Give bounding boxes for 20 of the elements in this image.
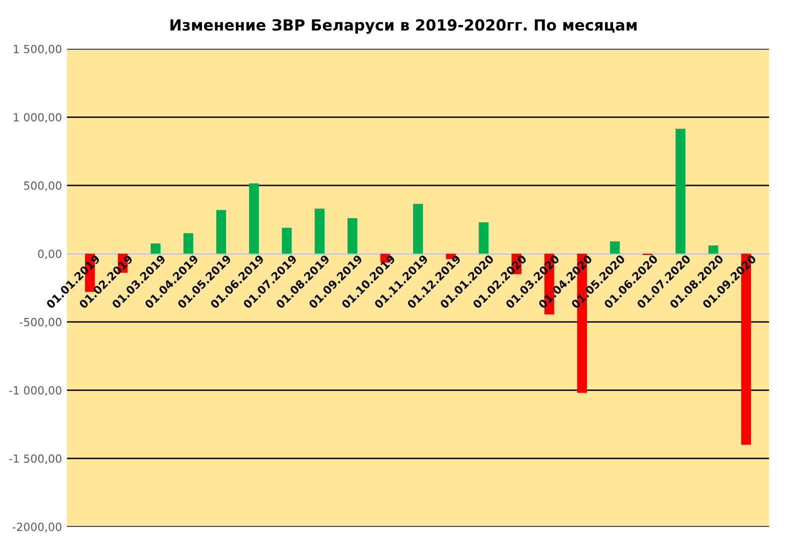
bar xyxy=(282,228,292,254)
bar xyxy=(150,243,160,254)
bar xyxy=(676,128,686,254)
bar xyxy=(183,233,194,254)
y-tick-label: -1 500,00 xyxy=(9,454,62,464)
bar xyxy=(314,208,325,254)
bar xyxy=(347,218,358,254)
y-tick-label: -1 000,00 xyxy=(9,386,62,396)
bar xyxy=(413,204,423,254)
bar xyxy=(610,241,620,254)
bar xyxy=(249,183,259,254)
y-tick-label: 1 500,00 xyxy=(14,44,62,54)
y-tick-label: 1 000,00 xyxy=(14,113,62,123)
bar xyxy=(478,222,489,254)
y-tick-label: -2000,00 xyxy=(12,522,62,532)
y-tick-label: 500,00 xyxy=(24,181,62,191)
y-tick-label: -500,00 xyxy=(20,318,62,328)
chart-title: Изменение ЗВР Беларуси в 2019-2020гг. По месяцам xyxy=(170,19,637,34)
bar xyxy=(216,210,226,254)
bar xyxy=(708,245,718,254)
